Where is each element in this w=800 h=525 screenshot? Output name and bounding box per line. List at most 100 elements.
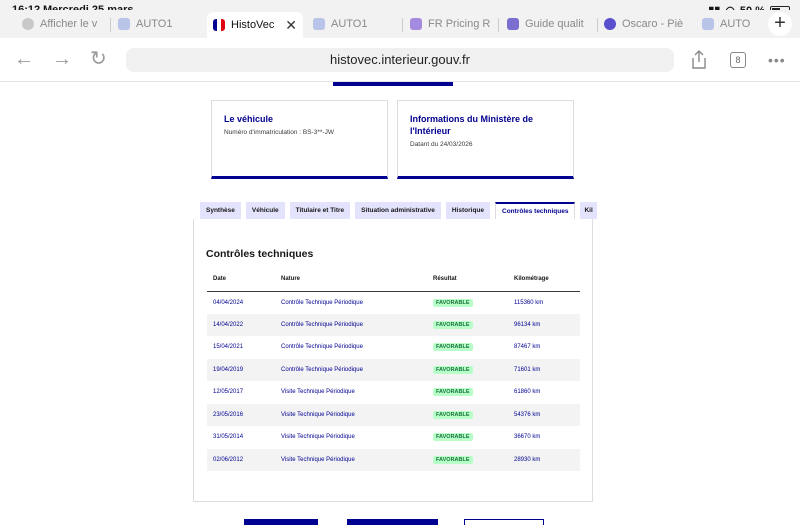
tab-vehicule[interactable]: Véhicule (245, 202, 285, 219)
column-header: Kilométrage (508, 267, 580, 292)
browser-tab-label: HistoVec (231, 19, 275, 31)
browser-tab-active[interactable]: HistoVec ✕ (207, 12, 303, 38)
vehicle-card: Le véhicule Numéro d'immatriculation : B… (211, 100, 388, 179)
detail-tabs: Synthèse Véhicule Titulaire et Titre Sit… (200, 202, 598, 219)
browser-tab-label: AUTO (720, 18, 751, 30)
row-date: 12/05/2017 (213, 389, 244, 396)
browser-tab-label: Afficher le v (40, 18, 98, 30)
row-km: 36670 km (514, 434, 541, 441)
status-badge: FAVORABLE (433, 365, 473, 374)
row-nature: Visite Technique Périodique (275, 403, 427, 426)
flag-favicon-icon (213, 19, 225, 31)
row-km: 115360 km (514, 299, 544, 306)
reload-icon[interactable]: ↻ (90, 48, 107, 70)
ministry-card-title: Informations du Ministère de l'Intérieur (410, 114, 534, 136)
browser-tab-bar: Afficher le v AUTO1 HistoVec ✕ AUTO1 FR … (0, 10, 800, 38)
row-date: 15/04/2021 (213, 344, 244, 351)
new-tab-button[interactable]: + (768, 12, 792, 36)
row-nature: Contrôle Technique Périodique (275, 358, 427, 381)
action-button-secondary[interactable] (347, 519, 438, 525)
status-badge: FAVORABLE (433, 433, 473, 442)
tab-situation-administrative[interactable]: Situation administrative (355, 202, 441, 219)
row-date: 19/04/2019 (207, 358, 275, 381)
browser-tab-label: AUTO1 (136, 18, 173, 30)
site-favicon-icon (313, 18, 325, 30)
status-badge: FAVORABLE (433, 410, 473, 419)
status-badge: FAVORABLE (433, 388, 473, 397)
table-header-row: Date Nature Résultat Kilométrage (207, 267, 580, 292)
browser-toolbar: ← → ↻ histovec.interieur.gouv.fr 8 ••• (0, 38, 800, 82)
close-tab-icon[interactable]: ✕ (285, 16, 297, 33)
action-button-outline[interactable] (464, 519, 544, 525)
tab-overview-button[interactable]: 8 (730, 52, 746, 68)
row-km: 87467 km (514, 344, 541, 351)
table-row: 04/04/2024 Contrôle Technique Périodique… (207, 291, 580, 314)
more-options-icon[interactable]: ••• (768, 52, 786, 68)
table-row: 12/05/2017 Visite Technique Périodique F… (207, 381, 580, 404)
browser-tab[interactable]: AUTO1 (118, 13, 198, 35)
vehicle-card-title: Le véhicule (224, 114, 274, 124)
site-favicon-icon (410, 18, 422, 30)
row-km: 71601 km (508, 358, 580, 381)
browser-tab-label: FR Pricing R (428, 18, 490, 30)
row-nature: Contrôle Technique Périodique (281, 299, 363, 306)
column-header: Date (207, 267, 275, 292)
row-nature: Contrôle Technique Périodique (281, 344, 363, 351)
status-badge: FAVORABLE (433, 298, 473, 307)
ministry-card: Informations du Ministère de l'Intérieur… (397, 100, 574, 179)
forward-arrow-icon[interactable]: → (52, 48, 72, 70)
row-nature: Visite Technique Périodique (281, 434, 355, 441)
row-km: 96134 km (508, 313, 580, 336)
table-row: 14/04/2022 Contrôle Technique Périodique… (207, 313, 580, 336)
back-arrow-icon[interactable]: ← (14, 48, 34, 70)
section-title: Contrôles techniques (206, 248, 314, 260)
row-nature: Contrôle Technique Périodique (275, 313, 427, 336)
action-button-primary[interactable] (244, 519, 318, 525)
site-favicon-icon (22, 18, 34, 30)
table-row: 02/06/2012 Visite Technique Périodique F… (207, 448, 580, 471)
table-row: 19/04/2019 Contrôle Technique Périodique… (207, 358, 580, 381)
status-badge: FAVORABLE (433, 343, 473, 352)
row-date: 14/04/2022 (207, 313, 275, 336)
column-header: Résultat (427, 267, 508, 292)
vehicle-card-text: Numéro d'immatriculation : BS-3**-JW (224, 129, 334, 136)
column-header: Nature (275, 267, 427, 292)
row-km: 54376 km (508, 403, 580, 426)
tab-synthese[interactable]: Synthèse (200, 202, 241, 219)
browser-tab[interactable]: Guide qualit (507, 13, 591, 35)
row-date: 02/06/2012 (207, 448, 275, 471)
row-km: 28930 km (508, 448, 580, 471)
site-favicon-icon (507, 18, 519, 30)
browser-tab[interactable]: AUTO1 (313, 13, 393, 35)
url-bar[interactable]: histovec.interieur.gouv.fr (126, 48, 674, 72)
page-content: Le véhicule Numéro d'immatriculation : B… (0, 82, 800, 525)
site-favicon-icon (702, 18, 714, 30)
status-badge: FAVORABLE (433, 455, 473, 464)
site-favicon-icon (118, 18, 130, 30)
tab-titulaire[interactable]: Titulaire et Titre (289, 202, 351, 219)
browser-tab[interactable]: FR Pricing R (410, 13, 490, 35)
table-row: 15/04/2021 Contrôle Technique Périodique… (207, 336, 580, 359)
browser-tab-label: Oscaro - Piè (622, 18, 684, 30)
table-row: 23/05/2016 Visite Technique Périodique F… (207, 403, 580, 426)
browser-tab[interactable]: Oscaro - Piè (604, 13, 688, 35)
header-accent-bar (333, 82, 453, 86)
tab-controles-techniques[interactable]: Contrôles techniques (495, 202, 576, 219)
row-nature: Visite Technique Périodique (281, 389, 355, 396)
tab-historique[interactable]: Historique (445, 202, 491, 219)
status-badge: FAVORABLE (433, 320, 473, 329)
browser-tab-label: Guide qualit (525, 18, 584, 30)
row-date: 04/04/2024 (213, 299, 244, 306)
row-nature: Visite Technique Périodique (275, 448, 427, 471)
ministry-card-text: Datant du 24/03/2026 (410, 141, 473, 148)
technical-controls-panel: Contrôles techniques Date Nature Résulta… (193, 219, 593, 502)
row-date: 23/05/2016 (207, 403, 275, 426)
technical-controls-table: Date Nature Résultat Kilométrage 04/04/2… (207, 267, 580, 471)
site-favicon-icon (604, 18, 616, 30)
browser-tab[interactable]: AUTO (702, 13, 754, 35)
table-row: 31/05/2014 Visite Technique Périodique F… (207, 426, 580, 449)
row-date: 31/05/2014 (213, 434, 244, 441)
tab-kilometrage[interactable]: Kil (580, 202, 598, 219)
browser-tab[interactable]: Afficher le v (22, 13, 102, 35)
share-icon[interactable] (690, 50, 708, 70)
